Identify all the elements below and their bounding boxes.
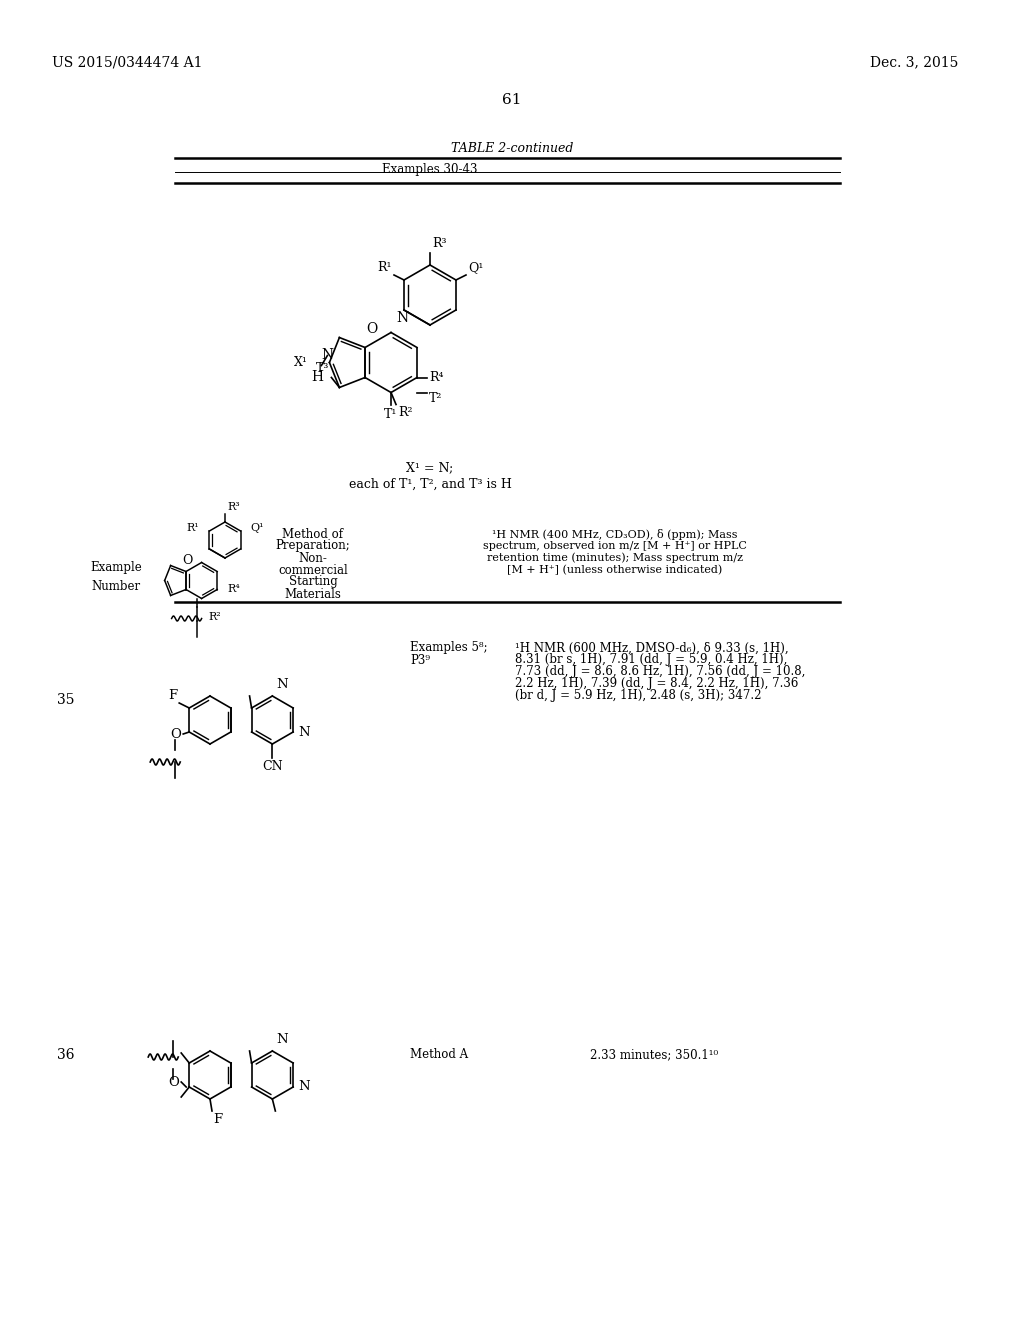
- Text: Q¹: Q¹: [468, 261, 483, 275]
- Text: ¹H NMR (600 MHz, DMSO-d₆), δ 9.33 (s, 1H),: ¹H NMR (600 MHz, DMSO-d₆), δ 9.33 (s, 1H…: [515, 642, 788, 655]
- Text: F: F: [213, 1113, 222, 1126]
- Text: T²: T²: [429, 392, 442, 405]
- Text: R¹: R¹: [378, 261, 392, 275]
- Text: 2.33 minutes; 350.1¹⁰: 2.33 minutes; 350.1¹⁰: [590, 1048, 718, 1061]
- Text: R³: R³: [227, 502, 240, 512]
- Text: T¹: T¹: [384, 408, 397, 421]
- Text: Method of: Method of: [283, 528, 343, 540]
- Text: 7.73 (dd, J = 8.6, 8.6 Hz, 1H), 7.56 (dd, J = 10.8,: 7.73 (dd, J = 8.6, 8.6 Hz, 1H), 7.56 (dd…: [515, 665, 805, 678]
- Text: each of T¹, T², and T³ is H: each of T¹, T², and T³ is H: [348, 478, 511, 491]
- Text: R³: R³: [432, 238, 446, 249]
- Text: retention time (minutes); Mass spectrum m/z: retention time (minutes); Mass spectrum …: [487, 553, 743, 564]
- Text: N: N: [276, 678, 288, 690]
- Text: ¹H NMR (400 MHz, CD₃OD), δ (ppm); Mass: ¹H NMR (400 MHz, CD₃OD), δ (ppm); Mass: [493, 528, 737, 540]
- Text: X¹ = N;: X¹ = N;: [407, 462, 454, 474]
- Text: O: O: [170, 729, 181, 742]
- Text: X¹: X¹: [294, 356, 307, 370]
- Text: TABLE 2-continued: TABLE 2-continued: [451, 141, 573, 154]
- Text: 36: 36: [57, 1048, 75, 1063]
- Text: N: N: [276, 1034, 288, 1045]
- Text: Dec. 3, 2015: Dec. 3, 2015: [870, 55, 958, 69]
- Text: 8.31 (br s, 1H), 7.91 (dd, J = 5.9, 0.4 Hz, 1H),: 8.31 (br s, 1H), 7.91 (dd, J = 5.9, 0.4 …: [515, 653, 787, 667]
- Text: N: N: [298, 726, 310, 738]
- Text: 35: 35: [57, 693, 75, 708]
- Text: Examples 5⁸;: Examples 5⁸;: [410, 642, 487, 655]
- Text: 61: 61: [502, 92, 522, 107]
- Text: Q¹: Q¹: [251, 523, 264, 533]
- Text: Method A: Method A: [410, 1048, 468, 1061]
- Text: spectrum, observed ion m/z [M + H⁺] or HPLC: spectrum, observed ion m/z [M + H⁺] or H…: [483, 541, 746, 550]
- Text: F: F: [168, 689, 177, 702]
- Text: T³: T³: [316, 363, 330, 375]
- Text: R⁴: R⁴: [227, 585, 240, 594]
- Text: P3⁹: P3⁹: [410, 653, 430, 667]
- Text: Non-: Non-: [299, 552, 328, 565]
- Text: R¹: R¹: [186, 523, 200, 533]
- Text: R⁴: R⁴: [429, 371, 443, 384]
- Text: Examples 30-43: Examples 30-43: [382, 164, 478, 177]
- Text: 2.2 Hz, 1H), 7.39 (dd, J = 8.4, 2.2 Hz, 1H), 7.36: 2.2 Hz, 1H), 7.39 (dd, J = 8.4, 2.2 Hz, …: [515, 677, 799, 690]
- Text: commercial: commercial: [279, 564, 348, 577]
- Text: N: N: [298, 1081, 310, 1093]
- Text: Preparation;: Preparation;: [275, 540, 350, 553]
- Text: N: N: [396, 310, 409, 325]
- Text: US 2015/0344474 A1: US 2015/0344474 A1: [52, 55, 203, 69]
- Text: R²: R²: [398, 407, 413, 420]
- Text: O: O: [168, 1076, 179, 1089]
- Text: Materials: Materials: [285, 587, 341, 601]
- Text: N: N: [322, 347, 334, 362]
- Text: R²: R²: [209, 611, 221, 622]
- Text: O: O: [182, 554, 193, 566]
- Text: O: O: [366, 322, 377, 335]
- Text: (br d, J = 5.9 Hz, 1H), 2.48 (s, 3H); 347.2: (br d, J = 5.9 Hz, 1H), 2.48 (s, 3H); 34…: [515, 689, 762, 702]
- Text: H: H: [311, 370, 324, 384]
- Text: Example
Number: Example Number: [90, 561, 142, 593]
- Text: Starting: Starting: [289, 576, 337, 589]
- Text: [M + H⁺] (unless otherwise indicated): [M + H⁺] (unless otherwise indicated): [507, 565, 723, 576]
- Text: CN: CN: [262, 760, 283, 774]
